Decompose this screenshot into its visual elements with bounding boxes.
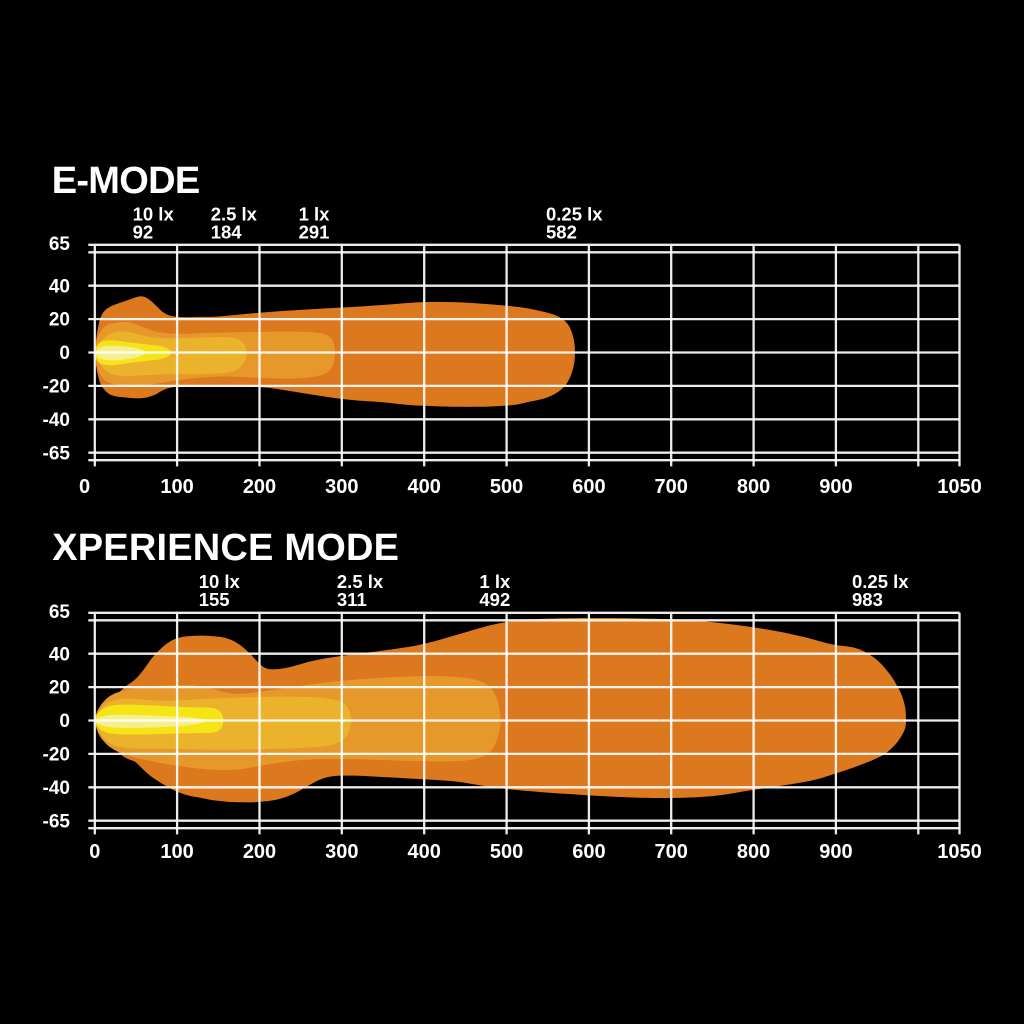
svg-text:800: 800 [737,841,770,863]
svg-text:65: 65 [49,234,71,255]
svg-text:900: 900 [819,841,852,863]
svg-text:1 lx: 1 lx [299,204,331,225]
svg-text:311: 311 [337,589,367,610]
svg-text:-20: -20 [43,377,70,398]
svg-text:600: 600 [572,841,605,863]
svg-text:40: 40 [49,644,70,665]
svg-text:1 lx: 1 lx [479,571,511,592]
svg-text:400: 400 [408,841,441,863]
svg-text:582: 582 [546,222,577,243]
svg-text:E-MODE: E-MODE [52,160,200,202]
svg-text:-40: -40 [43,778,70,799]
svg-text:0: 0 [89,841,100,863]
svg-text:-40: -40 [43,410,70,431]
svg-text:200: 200 [243,841,276,863]
svg-text:2.5 lx: 2.5 lx [211,204,258,225]
svg-text:1050: 1050 [937,841,982,863]
svg-text:10 lx: 10 lx [199,571,241,592]
svg-text:10 lx: 10 lx [133,204,175,225]
svg-text:184: 184 [211,222,243,243]
svg-text:0: 0 [79,476,90,498]
svg-text:1050: 1050 [937,476,982,498]
svg-text:-65: -65 [43,444,71,465]
svg-text:-65: -65 [43,812,71,833]
svg-text:0: 0 [59,343,70,364]
svg-text:92: 92 [133,222,154,243]
svg-text:20: 20 [49,310,70,331]
svg-text:300: 300 [325,476,358,498]
svg-text:492: 492 [479,589,510,610]
svg-text:400: 400 [408,476,441,498]
svg-text:900: 900 [819,476,852,498]
svg-text:100: 100 [160,841,193,863]
svg-text:-20: -20 [43,745,70,766]
svg-text:0.25 lx: 0.25 lx [546,204,603,225]
svg-text:500: 500 [490,476,523,498]
svg-text:800: 800 [737,476,770,498]
svg-text:20: 20 [49,678,70,699]
svg-text:65: 65 [49,602,71,623]
svg-text:XPERIENCE MODE: XPERIENCE MODE [52,527,399,569]
svg-text:200: 200 [243,476,276,498]
svg-text:983: 983 [852,589,883,610]
svg-text:291: 291 [299,222,330,243]
svg-text:100: 100 [160,476,193,498]
svg-text:40: 40 [49,276,70,297]
svg-text:700: 700 [655,476,688,498]
svg-text:500: 500 [490,841,523,863]
svg-text:2.5 lx: 2.5 lx [337,571,384,592]
svg-text:155: 155 [199,589,230,610]
svg-text:0: 0 [59,711,70,732]
svg-text:600: 600 [572,476,605,498]
svg-text:700: 700 [655,841,688,863]
svg-text:0.25 lx: 0.25 lx [852,571,909,592]
svg-text:300: 300 [325,841,358,863]
